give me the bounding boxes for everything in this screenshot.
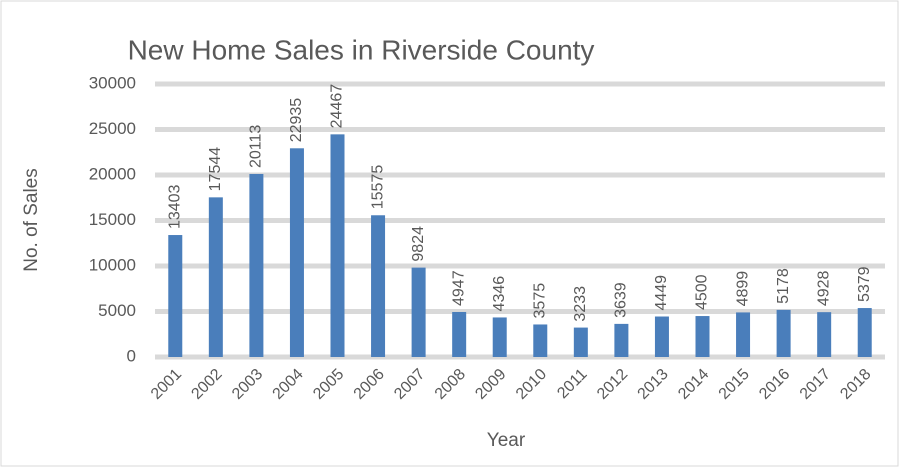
y-tick-label: 30000 bbox=[89, 73, 136, 92]
data-label: 3639 bbox=[613, 282, 630, 318]
bar bbox=[411, 267, 426, 357]
bar bbox=[776, 309, 791, 357]
bar bbox=[208, 197, 223, 357]
data-label: 5178 bbox=[775, 268, 792, 304]
bar bbox=[533, 324, 548, 357]
bar bbox=[371, 215, 386, 357]
chart-title: New Home Sales in Riverside County bbox=[128, 34, 595, 65]
data-label: 4346 bbox=[491, 276, 508, 312]
y-tick-label: 0 bbox=[127, 346, 136, 365]
bar bbox=[330, 134, 345, 357]
data-label: 5379 bbox=[856, 266, 873, 302]
data-label: 20113 bbox=[248, 125, 265, 168]
bar bbox=[168, 235, 183, 357]
y-tick-label: 20000 bbox=[89, 164, 136, 183]
bar bbox=[857, 308, 872, 357]
bar bbox=[736, 312, 751, 357]
data-label: 3233 bbox=[572, 286, 589, 322]
y-tick-label: 5000 bbox=[98, 301, 136, 320]
data-label: 22935 bbox=[288, 98, 305, 143]
data-label: 17544 bbox=[207, 147, 224, 192]
data-label: 13403 bbox=[166, 184, 183, 229]
bar bbox=[249, 173, 264, 357]
data-label: 3575 bbox=[531, 283, 548, 319]
y-axis-label: No. of Sales bbox=[21, 168, 42, 272]
bar bbox=[695, 316, 710, 357]
x-axis-label: Year bbox=[487, 430, 526, 451]
bar bbox=[289, 148, 304, 357]
data-label: 4899 bbox=[734, 271, 751, 307]
bar bbox=[452, 311, 467, 357]
data-label: 4500 bbox=[694, 274, 711, 310]
data-label: 15575 bbox=[369, 165, 386, 210]
bar bbox=[817, 312, 832, 357]
y-tick-label: 25000 bbox=[89, 119, 136, 138]
y-tick-label: 15000 bbox=[89, 210, 136, 229]
data-label: 4449 bbox=[653, 275, 670, 311]
y-tick-label: 10000 bbox=[89, 255, 136, 274]
data-label: 24467 bbox=[329, 84, 346, 129]
bar bbox=[492, 317, 507, 357]
data-label: 9824 bbox=[410, 226, 427, 262]
bar bbox=[614, 323, 629, 357]
data-label: 4947 bbox=[450, 270, 467, 306]
bar bbox=[573, 327, 588, 357]
bar bbox=[654, 316, 669, 357]
data-label: 4928 bbox=[815, 270, 832, 306]
